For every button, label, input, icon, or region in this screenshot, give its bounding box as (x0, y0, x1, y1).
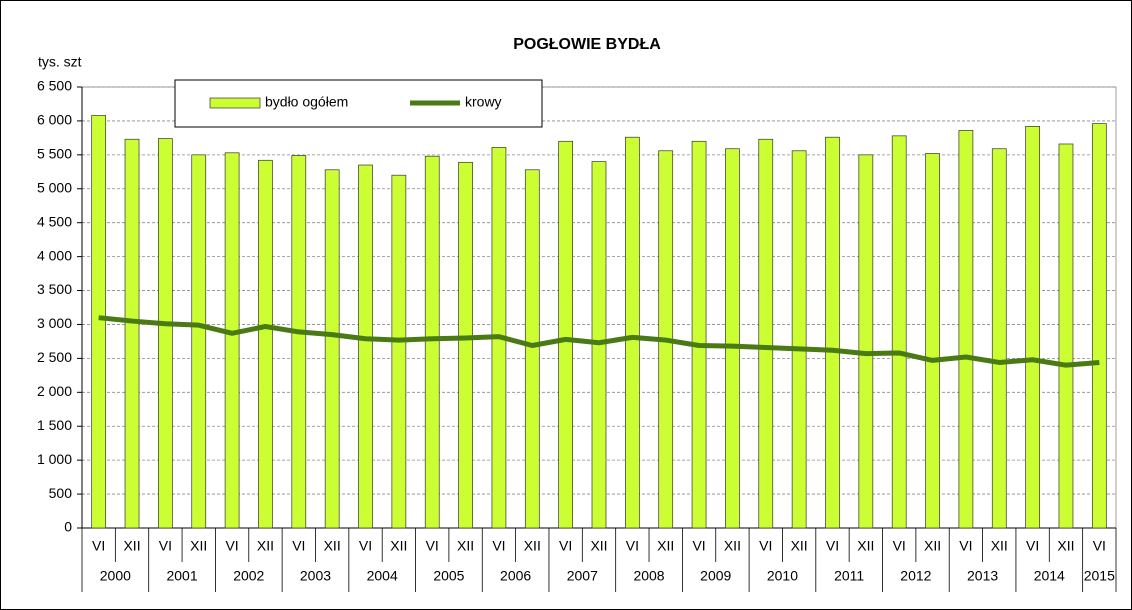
bar (91, 115, 107, 529)
line (98, 315, 1100, 368)
x-group-label: 2012 (900, 568, 931, 584)
bar (725, 148, 740, 529)
bar (258, 159, 273, 529)
x-tick-label: XII (657, 538, 674, 554)
x-tick-label: XII (991, 538, 1008, 554)
x-tick-label: XII (791, 538, 808, 554)
y-tick-label: 5 000 (37, 179, 72, 195)
x-tick-label: VI (359, 538, 372, 554)
x-group-label: 2006 (500, 568, 531, 584)
bar (1025, 126, 1040, 529)
x-tick-label: XII (390, 538, 407, 554)
bar (625, 136, 640, 529)
x-tick-label: XII (324, 538, 341, 554)
y-axis-label: tys. szt (38, 54, 82, 70)
bar (925, 153, 940, 529)
bar (224, 152, 240, 529)
bar (191, 154, 207, 529)
bar (358, 164, 373, 529)
x-group-label: 2011 (834, 568, 864, 584)
y-tick-label: 2 500 (37, 349, 72, 365)
bar (691, 140, 707, 529)
x-tick-label: VI (159, 538, 172, 554)
x-tick-label: VI (1026, 538, 1039, 554)
x-tick-label: XII (457, 538, 474, 554)
x-group-label: 2005 (433, 568, 464, 584)
legend-swatch (209, 97, 261, 109)
x-tick-label: VI (626, 538, 639, 554)
y-tick-label: 2 000 (37, 383, 72, 399)
bar (1091, 123, 1107, 529)
x-tick-label: XII (590, 538, 607, 554)
x-group-label: 2002 (233, 568, 264, 584)
bar (825, 136, 840, 529)
y-tick-label: 4 000 (37, 247, 72, 263)
x-tick-label: VI (893, 538, 906, 554)
bar (291, 155, 307, 529)
x-tick-label: XII (190, 538, 207, 554)
x-tick-label: VI (1093, 538, 1106, 554)
y-tick-label: 3 500 (37, 281, 72, 297)
x-tick-label: VI (492, 538, 505, 554)
bar (158, 138, 173, 529)
x-tick-label: XII (924, 538, 941, 554)
bar (424, 155, 440, 529)
x-tick-label: VI (92, 538, 105, 554)
x-tick-label: XII (123, 538, 140, 554)
x-tick-label: VI (292, 538, 305, 554)
y-tick-label: 500 (49, 485, 73, 501)
chart-title: POGŁOWIE BYDŁA (513, 36, 661, 53)
x-tick-label: VI (759, 538, 772, 554)
bar (991, 148, 1007, 529)
x-group-label: 2015 (1084, 568, 1115, 584)
legend-label: krowy (465, 94, 502, 110)
y-tick-label: 4 500 (37, 213, 72, 229)
x-group-label: 2010 (767, 568, 798, 584)
y-tick-label: 1 000 (37, 451, 72, 467)
x-tick-label: VI (225, 538, 238, 554)
x-tick-label: XII (524, 538, 541, 554)
x-tick-label: VI (426, 538, 439, 554)
x-tick-label: VI (826, 538, 839, 554)
x-tick-label: XII (724, 538, 741, 554)
bar (558, 140, 573, 529)
bar (524, 169, 540, 529)
x-tick-label: XII (257, 538, 274, 554)
bar (958, 130, 974, 529)
x-group-label: 2007 (567, 568, 598, 584)
y-tick-label: 5 500 (37, 146, 72, 162)
bar (458, 161, 473, 529)
x-group-label: 2003 (300, 568, 331, 584)
y-tick-label: 6 000 (37, 112, 72, 128)
x-group-label: 2008 (633, 568, 664, 584)
bar (891, 135, 907, 529)
x-group-label: 2000 (100, 568, 131, 584)
legend-label: bydło ogółem (265, 94, 348, 110)
x-group-label: 2009 (700, 568, 731, 584)
x-group-label: 2013 (967, 568, 998, 584)
bar (758, 138, 774, 529)
bar (391, 174, 407, 529)
bar (791, 150, 807, 529)
x-group-label: 2004 (367, 568, 398, 584)
y-tick-label: 6 500 (37, 78, 72, 94)
y-tick-label: 1 500 (37, 417, 72, 433)
bar (124, 138, 140, 529)
y-tick-label: 0 (64, 519, 72, 535)
x-group-label: 2014 (1034, 568, 1065, 584)
x-tick-label: XII (857, 538, 874, 554)
y-tick-label: 3 000 (37, 315, 72, 331)
x-group-label: 2001 (166, 568, 197, 584)
bar (858, 154, 874, 529)
bar (324, 169, 340, 529)
bar (1058, 143, 1074, 529)
x-tick-label: VI (559, 538, 572, 554)
x-tick-label: XII (1057, 538, 1074, 554)
x-tick-label: VI (692, 538, 705, 554)
x-tick-label: VI (959, 538, 972, 554)
